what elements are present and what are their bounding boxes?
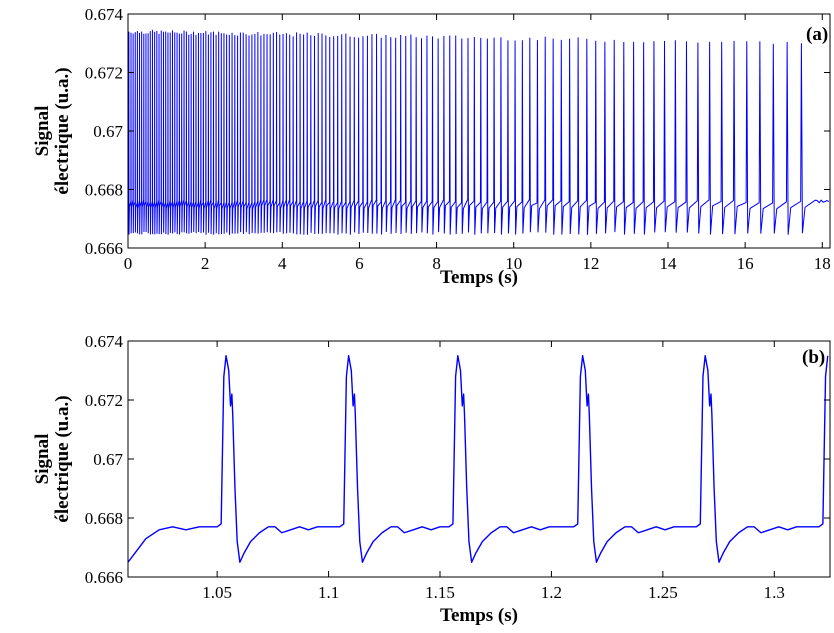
y-axis-label-b-line2: électrique (u.a.): [52, 395, 73, 522]
y-tick-label: 0.668: [85, 509, 123, 528]
y-tick-label: 0.674: [85, 5, 124, 24]
x-tick-label: 1.05: [202, 583, 232, 602]
series-line-b: [127, 355, 829, 563]
y-axis-label-b-line1: Signal: [32, 434, 53, 485]
y-axis-label-a-line1: Signal: [32, 106, 53, 157]
x-tick-label: 14: [660, 254, 678, 273]
x-axis-label-a: Temps (s): [440, 267, 518, 288]
x-tick-label: 1.25: [648, 583, 678, 602]
panel-label-b: (b): [802, 347, 825, 368]
chart-panel-b: 1.05 1.1 1.15 1.2 1.25 1.3 0.666 0.668 0.67 0.672…: [32, 332, 831, 626]
series-b: [127, 355, 829, 563]
x-tick-label: 1.2: [541, 583, 562, 602]
chart-panel-a: 0 2 4 6 8 10 12 14 16 180.6660.6680.670.6720.674 …: [32, 5, 831, 288]
y-tick-label: 0.666: [85, 239, 123, 258]
y-axis-label-a-line2: électrique (u.a.): [52, 67, 73, 194]
panel-label-a: (a): [806, 24, 828, 45]
x-tick-label: 18: [814, 254, 831, 273]
series-a: [128, 29, 830, 235]
x-axis-label-b: Temps (s): [440, 605, 518, 626]
plot-area-a: [128, 14, 830, 248]
ticks-a: 0 2 4 6 8 10 12 14 16 18 0.666 0.668 0.67 0.672 0.674: [85, 5, 831, 273]
y-tick-label: 0.672: [85, 391, 123, 410]
x-tick-label: 1.15: [425, 583, 455, 602]
y-tick-label: 0.672: [85, 64, 123, 83]
x-tick-label: 10: [505, 254, 522, 273]
x-tick-label: 1.3: [764, 583, 785, 602]
x-tick-label: 16: [737, 254, 754, 273]
x-tick-label: 1.1: [318, 583, 339, 602]
series-line-a: [128, 29, 830, 235]
plot-area-b: [128, 341, 830, 577]
y-tick-label: 0.67: [93, 122, 123, 141]
y-tick-label: 0.674: [85, 332, 124, 351]
x-tick-label: 0: [124, 254, 133, 273]
y-tick-label: 0.666: [85, 568, 123, 587]
y-tick-label: 0.668: [85, 181, 123, 200]
ticks-b: 1.05 1.1 1.15 1.2 1.25 1.3 0.666 0.668 0.67 0.672…: [85, 332, 830, 602]
x-tick-label: 6: [355, 254, 364, 273]
x-tick-label: 8: [432, 254, 441, 273]
x-tick-label: 2: [201, 254, 210, 273]
x-tick-label: 12: [582, 254, 599, 273]
y-tick-label: 0.67: [93, 450, 123, 469]
x-tick-label: 4: [278, 254, 287, 273]
